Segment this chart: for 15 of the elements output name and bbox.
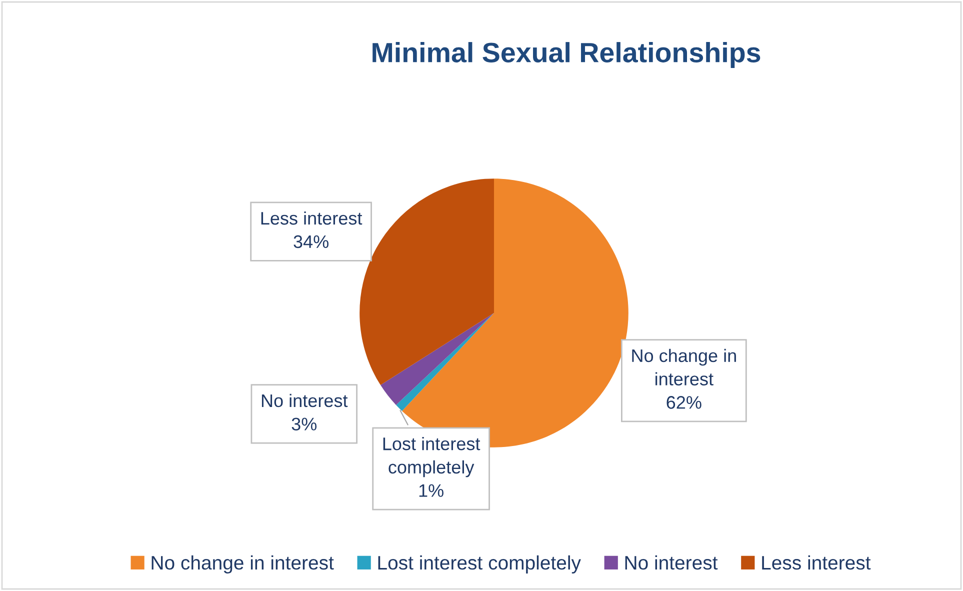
pie-slice	[396, 313, 494, 411]
pie-slice	[380, 313, 494, 406]
data-label: 1%	[419, 484, 444, 497]
data-label: 3%	[292, 418, 317, 430]
data-label: 62%	[666, 396, 702, 409]
slice-label: Less interest	[261, 211, 362, 225]
slice-label: No interest	[262, 394, 348, 408]
legend-label: No change in interest	[152, 555, 334, 574]
slice-label: No change in interest	[632, 348, 736, 386]
legend-label: Lost interest completely	[378, 555, 581, 574]
legend-label: Less interest	[762, 555, 871, 570]
slice-label: Lost interest completely	[383, 436, 480, 478]
legend-label: No interest	[625, 555, 718, 570]
chart-title: Minimal Sexual Relationships	[372, 42, 760, 68]
data-label: 34%	[294, 235, 328, 248]
